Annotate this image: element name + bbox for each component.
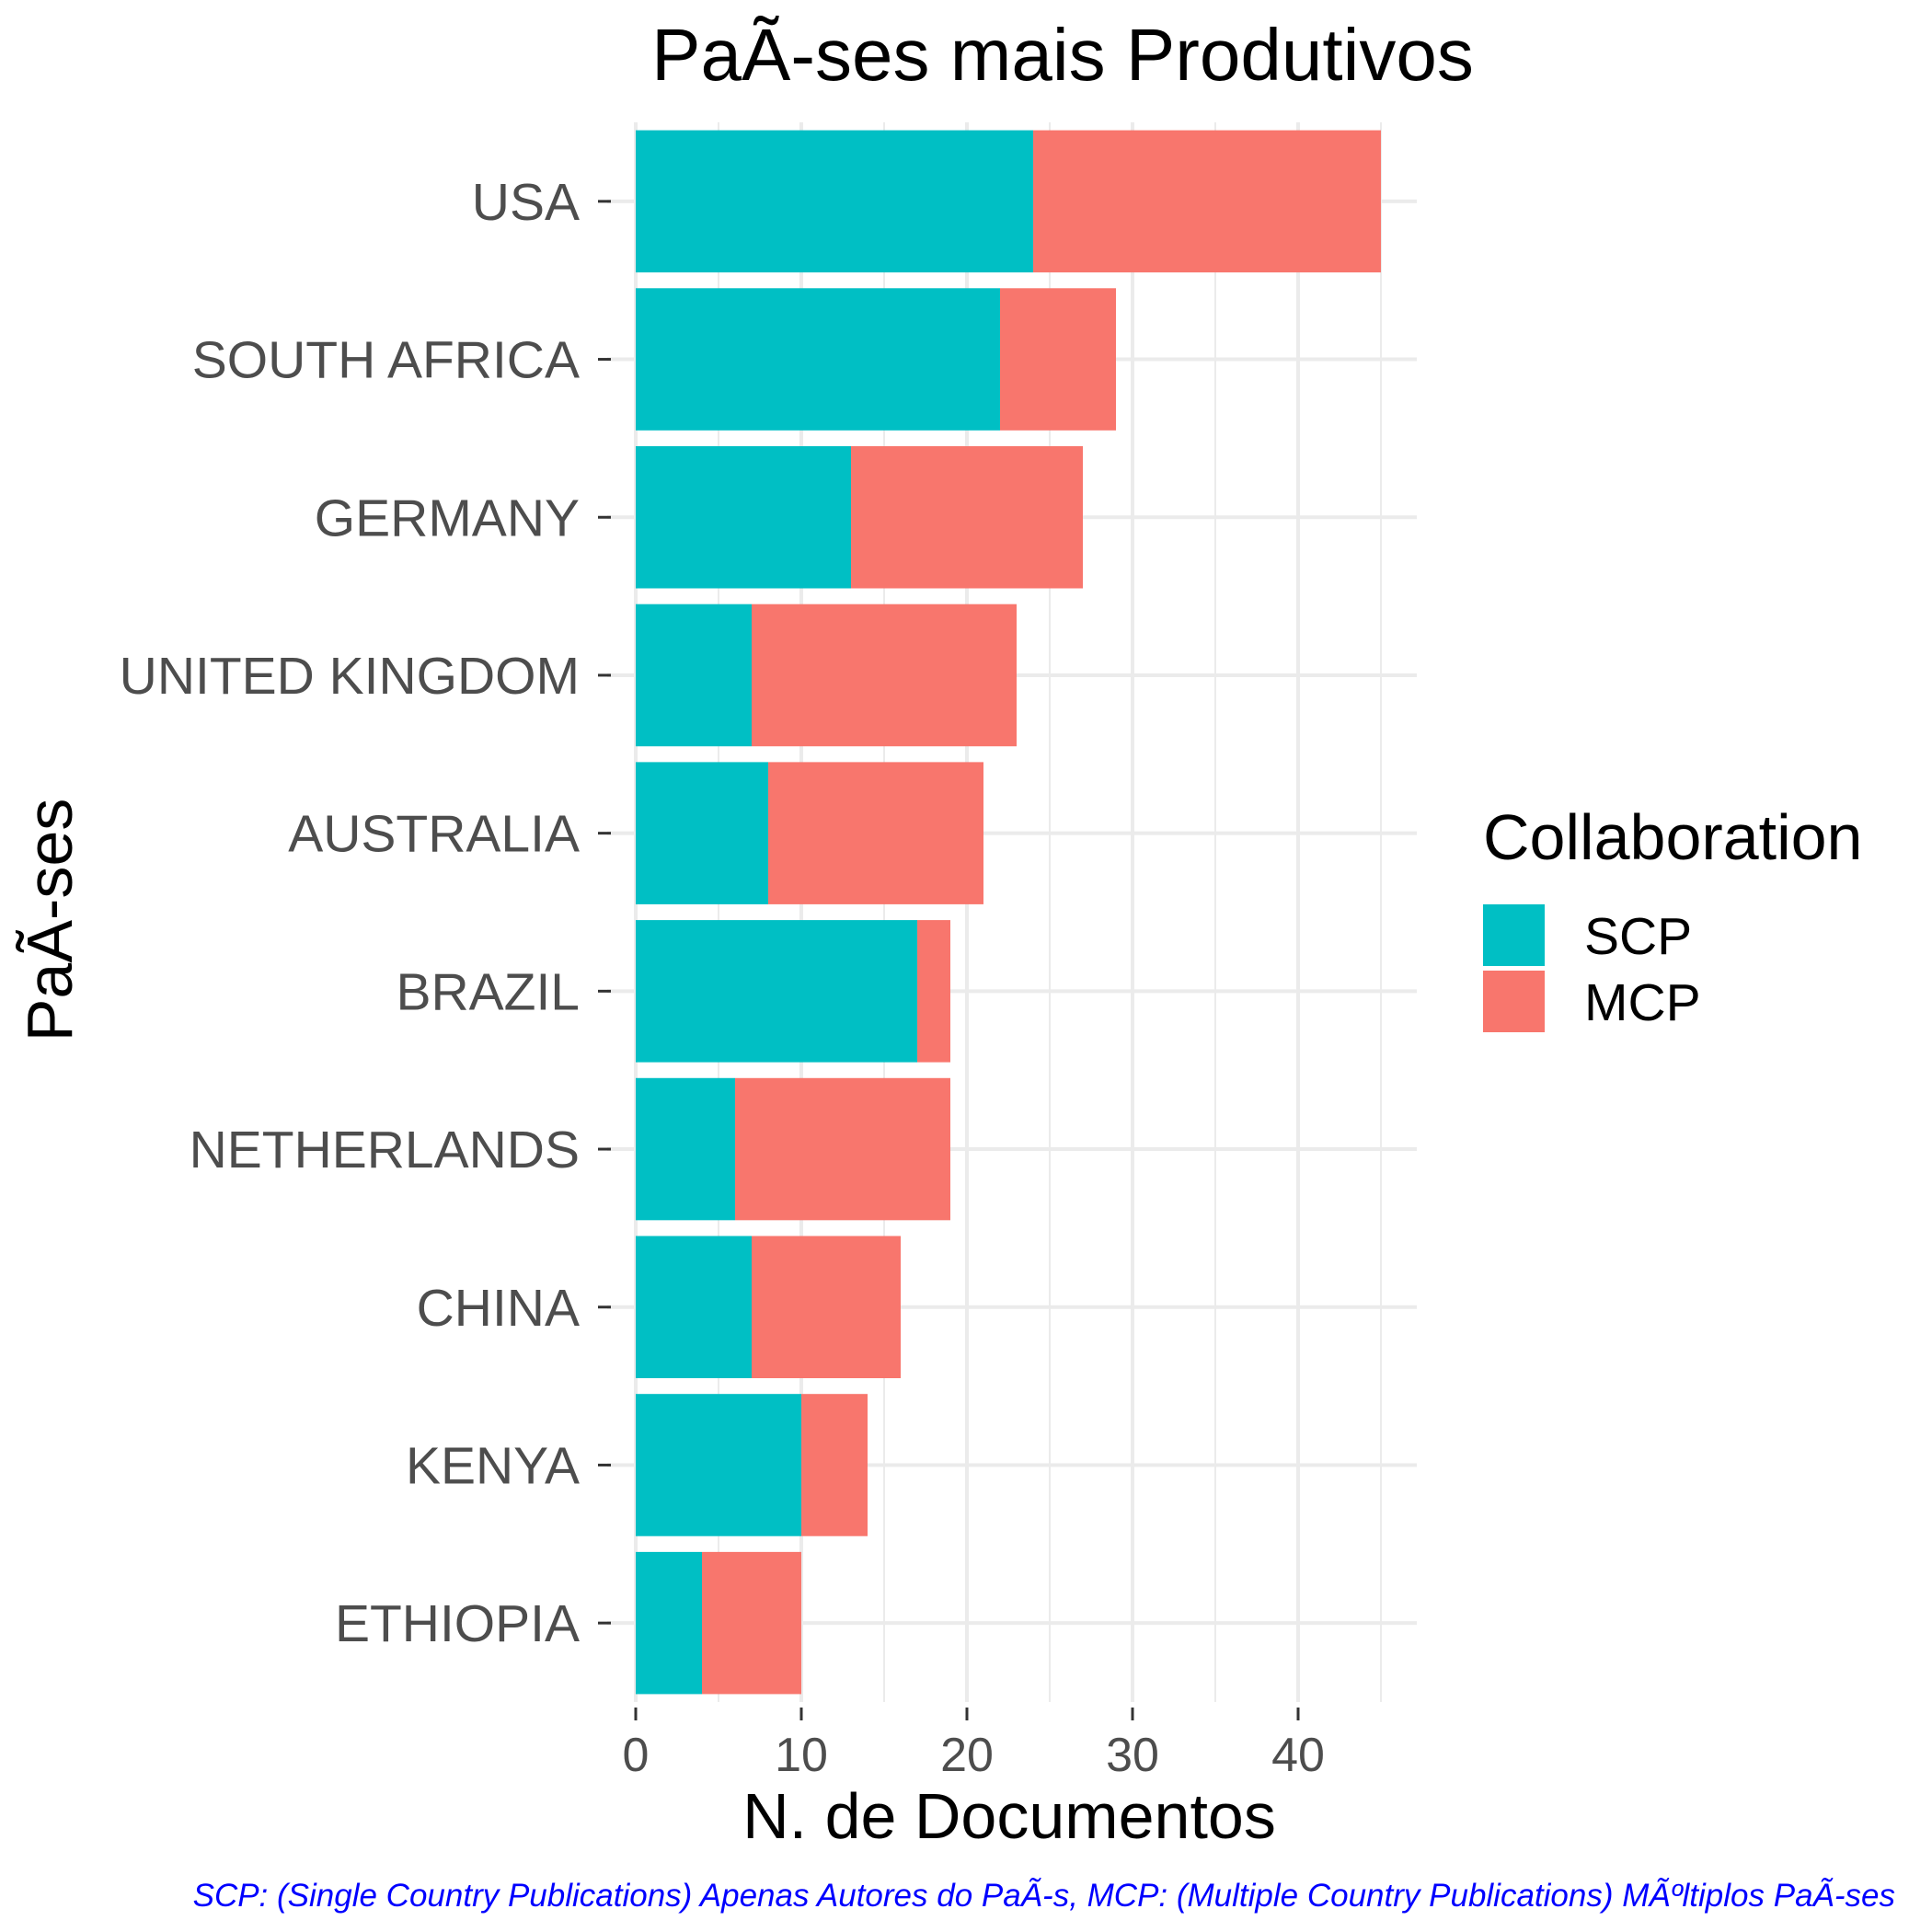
chart-title: PaÃ-ses mais Produtivos [651, 14, 1474, 96]
category-label: CHINA [417, 1279, 580, 1338]
bar-mcp [1000, 288, 1116, 431]
bar-mcp [801, 1394, 868, 1536]
x-axis-title: N. de Documentos [742, 1780, 1276, 1852]
bar-mcp [768, 762, 983, 904]
legend-title: Collaboration [1483, 801, 1862, 873]
bar-mcp [735, 1077, 950, 1221]
bar-scp [636, 1394, 801, 1536]
category-label: UNITED KINGDOM [120, 647, 580, 706]
category-label: NETHERLANDS [190, 1121, 580, 1179]
x-tick-label: 10 [775, 1729, 828, 1782]
legend-swatch-scp [1483, 904, 1545, 966]
bar-scp [636, 604, 752, 747]
category-label: AUSTRALIA [288, 805, 580, 864]
bar-scp [636, 1077, 735, 1221]
category-label: USA [472, 173, 580, 232]
category-labels: USA SOUTH AFRICA GERMANY UNITED KINGDOM AUST… [120, 173, 611, 1653]
bar-mcp [752, 1236, 901, 1379]
bar-scp [636, 288, 1000, 431]
x-tick-label: 30 [1106, 1729, 1159, 1782]
bar-scp [636, 1236, 752, 1379]
legend-label-mcp: MCP [1584, 973, 1701, 1032]
bar-mcp [752, 604, 1017, 747]
x-tick-label: 0 [623, 1729, 650, 1782]
category-label: BRAZIL [396, 962, 580, 1021]
bar-mcp [917, 920, 950, 1063]
bar-scp [636, 762, 768, 904]
x-tick-label: 40 [1271, 1729, 1325, 1782]
bar-scp [636, 130, 1033, 273]
bar-scp [636, 920, 917, 1063]
x-tick-label: 20 [940, 1729, 994, 1782]
bar-scp [636, 1551, 702, 1695]
bar-scp [636, 445, 851, 589]
bar-mcp [1033, 130, 1381, 273]
category-label: KENYA [406, 1436, 580, 1495]
bar-mcp [702, 1551, 801, 1695]
bar-mcp [851, 445, 1083, 589]
category-label: ETHIOPIA [335, 1594, 580, 1653]
bars [636, 130, 1381, 1695]
legend-swatch-mcp [1483, 971, 1545, 1032]
legend: Collaboration SCP MCP [1483, 801, 1862, 1032]
category-label: GERMANY [315, 489, 580, 547]
category-label: SOUTH AFRICA [192, 331, 580, 390]
caption: SCP: (Single Country Publications) Apena… [193, 1878, 1895, 1914]
x-axis: 0 10 20 30 40 [623, 1708, 1325, 1782]
y-axis-title: PaÃ-ses [14, 799, 86, 1042]
legend-label-scp: SCP [1584, 907, 1692, 966]
